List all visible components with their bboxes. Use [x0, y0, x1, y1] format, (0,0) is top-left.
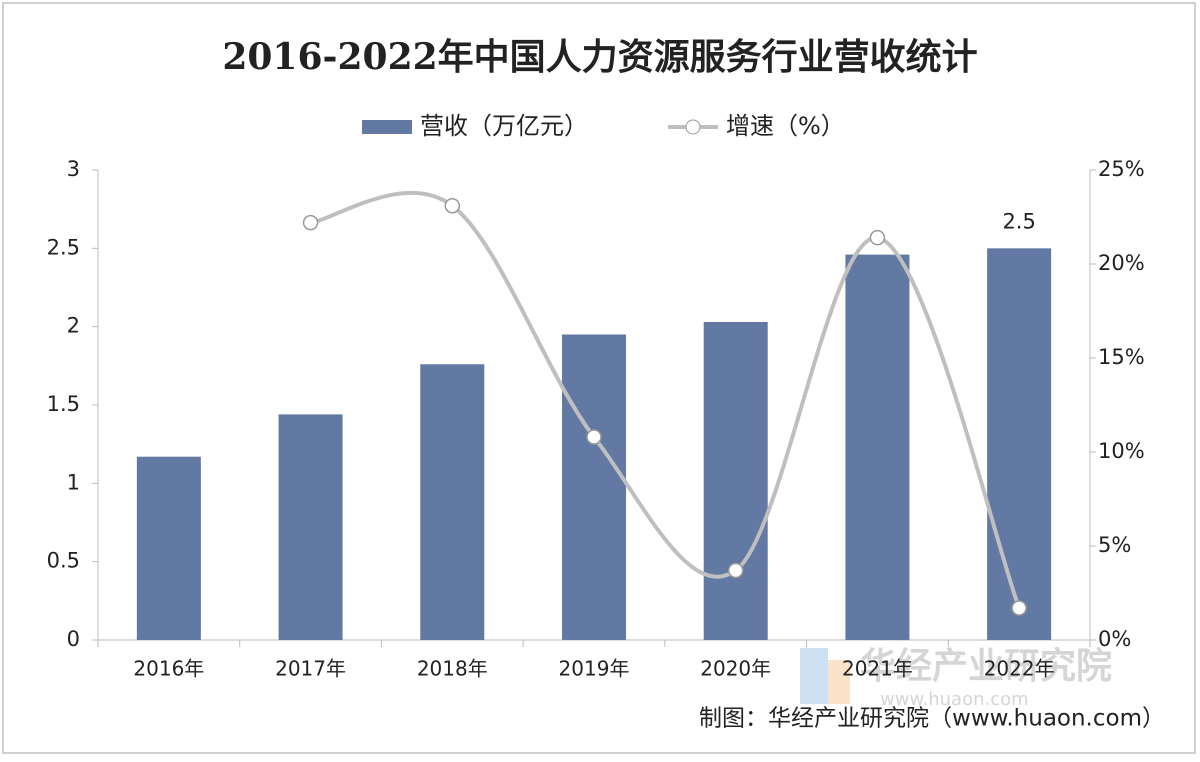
- y-tick-label: 2.5: [47, 235, 80, 259]
- bar: [987, 248, 1052, 641]
- bar: [420, 364, 485, 640]
- line-point: [444, 197, 461, 214]
- y-tick-label: 0.5: [47, 549, 80, 573]
- y-tick-label: 2: [67, 314, 80, 338]
- x-tick-label: 2017年: [275, 657, 346, 681]
- y-tick-label: 1: [67, 470, 80, 494]
- watermark-logo: [800, 648, 828, 704]
- y2-tick-label: 0%: [1098, 627, 1131, 651]
- watermark-logo: [828, 660, 850, 704]
- x-tick-label: 2019年: [559, 657, 630, 681]
- source-note: 制图：华经产业研究院（www.huaon.com）: [699, 706, 1165, 732]
- y2-tick-label: 5%: [1098, 533, 1131, 557]
- x-tick-label: 2016年: [133, 657, 204, 681]
- y2-tick-label: 25%: [1098, 157, 1145, 181]
- y-tick-label: 3: [67, 157, 80, 181]
- line-point: [1011, 600, 1027, 616]
- x-tick-label: 2021年: [842, 657, 913, 681]
- line-point: [302, 214, 319, 231]
- y-tick-label: 1.5: [47, 392, 80, 416]
- watermark-url: www.huaon.com: [880, 689, 1029, 710]
- chart-title: 2016-2022年中国人力资源服务行业营收统计: [222, 36, 977, 78]
- y2-tick-label: 10%: [1098, 439, 1145, 463]
- bar: [136, 456, 201, 640]
- bar: [703, 321, 768, 640]
- bar: [278, 414, 343, 640]
- y2-tick-label: 20%: [1098, 251, 1145, 275]
- watermark: 华经产业研究院 www.huaon.com: [800, 646, 1112, 710]
- legend-label: 增速（%）: [726, 112, 845, 140]
- x-tick-label: 2022年: [984, 657, 1055, 681]
- x-tick-label: 2020年: [700, 657, 771, 681]
- x-tick-label: 2018年: [417, 657, 488, 681]
- data-label: 2.5: [1002, 209, 1035, 233]
- legend-swatch: [362, 120, 412, 134]
- bar: [562, 334, 626, 640]
- y-tick-label: 0: [67, 627, 80, 651]
- legend-swatch: [685, 119, 701, 135]
- watermark-text: 华经产业研究院: [860, 646, 1112, 687]
- legend-label: 营收（万亿元）: [420, 112, 588, 140]
- y2-tick-label: 15%: [1098, 345, 1145, 369]
- bar: [845, 254, 910, 640]
- line-point: [727, 562, 744, 579]
- line-point: [586, 429, 602, 445]
- line-point: [869, 229, 886, 246]
